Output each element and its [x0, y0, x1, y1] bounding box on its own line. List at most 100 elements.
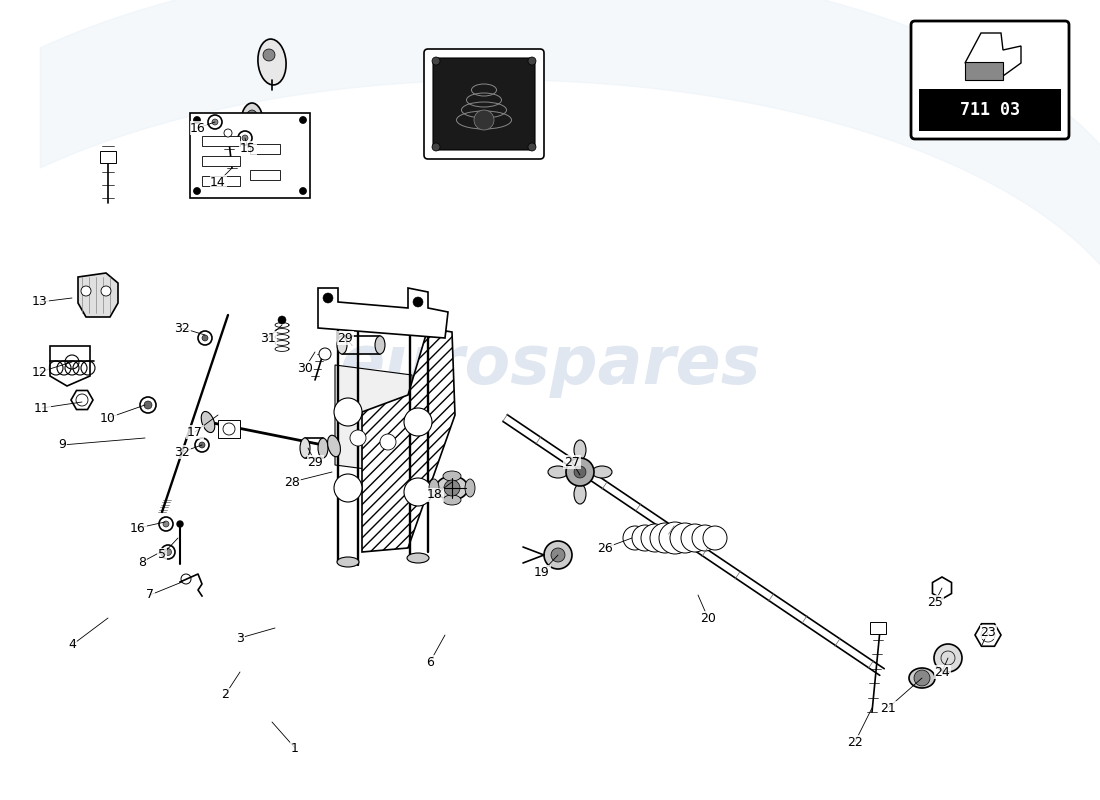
Circle shape: [140, 397, 156, 413]
Circle shape: [81, 286, 91, 296]
Polygon shape: [362, 328, 455, 552]
Circle shape: [278, 316, 286, 324]
Text: 27: 27: [564, 455, 580, 469]
Bar: [202, 156, 240, 166]
Circle shape: [334, 474, 362, 502]
Circle shape: [199, 442, 205, 448]
Bar: [100, 151, 116, 163]
Ellipse shape: [443, 471, 461, 481]
Circle shape: [212, 119, 218, 125]
Polygon shape: [336, 365, 412, 475]
Circle shape: [202, 335, 208, 341]
Circle shape: [566, 458, 594, 486]
Ellipse shape: [375, 336, 385, 354]
Ellipse shape: [257, 39, 286, 85]
Circle shape: [444, 480, 460, 496]
Ellipse shape: [241, 103, 263, 141]
Ellipse shape: [337, 336, 346, 354]
Bar: [965, 62, 1003, 80]
Ellipse shape: [429, 479, 439, 497]
Bar: [218, 420, 240, 438]
Text: 8: 8: [138, 555, 146, 569]
Circle shape: [161, 545, 175, 559]
Circle shape: [528, 143, 536, 151]
Circle shape: [650, 523, 680, 553]
Circle shape: [208, 115, 222, 129]
Text: 32: 32: [174, 446, 190, 458]
Text: 11: 11: [34, 402, 50, 414]
Polygon shape: [933, 577, 952, 599]
Polygon shape: [965, 33, 1021, 76]
Circle shape: [177, 521, 183, 527]
Ellipse shape: [574, 440, 586, 460]
Text: 5: 5: [158, 549, 166, 562]
Circle shape: [299, 187, 307, 194]
Circle shape: [299, 117, 307, 123]
Circle shape: [194, 117, 200, 123]
Text: 3: 3: [236, 631, 244, 645]
Circle shape: [551, 548, 565, 562]
Circle shape: [238, 131, 252, 145]
Circle shape: [263, 49, 275, 61]
Circle shape: [242, 135, 248, 141]
Text: 32: 32: [174, 322, 190, 334]
Bar: [202, 176, 240, 186]
Text: 18: 18: [427, 489, 443, 502]
Text: 21: 21: [880, 702, 895, 714]
Polygon shape: [78, 273, 118, 317]
Text: 12: 12: [32, 366, 48, 378]
Ellipse shape: [318, 438, 328, 458]
Ellipse shape: [909, 668, 935, 688]
Circle shape: [574, 466, 586, 478]
Circle shape: [914, 670, 929, 686]
Bar: [918, 90, 1062, 131]
Circle shape: [632, 525, 658, 551]
Polygon shape: [50, 346, 90, 386]
Text: 7: 7: [146, 589, 154, 602]
Text: 16: 16: [190, 122, 206, 134]
Ellipse shape: [337, 557, 359, 567]
Text: 9: 9: [58, 438, 66, 451]
Bar: [250, 144, 280, 154]
Text: 17: 17: [187, 426, 202, 438]
Ellipse shape: [201, 411, 214, 433]
Polygon shape: [975, 624, 1001, 646]
Circle shape: [432, 143, 440, 151]
Text: 29: 29: [307, 455, 323, 469]
Text: 25: 25: [927, 595, 943, 609]
Circle shape: [528, 57, 536, 65]
Circle shape: [544, 541, 572, 569]
FancyBboxPatch shape: [433, 58, 535, 150]
Ellipse shape: [465, 479, 475, 497]
Circle shape: [670, 523, 700, 553]
Text: 711 03: 711 03: [960, 101, 1020, 119]
Text: 13: 13: [32, 295, 48, 309]
Bar: [250, 170, 280, 180]
Text: 29: 29: [337, 331, 353, 345]
Circle shape: [623, 526, 647, 550]
Text: 6: 6: [426, 655, 433, 669]
Circle shape: [101, 286, 111, 296]
Ellipse shape: [574, 484, 586, 504]
Circle shape: [641, 524, 669, 552]
Circle shape: [165, 549, 172, 555]
Bar: [870, 622, 886, 634]
Text: 28: 28: [284, 475, 300, 489]
Text: 16: 16: [130, 522, 146, 534]
Circle shape: [319, 348, 331, 360]
Text: 22: 22: [847, 735, 862, 749]
Circle shape: [144, 401, 152, 409]
Circle shape: [334, 398, 362, 426]
Polygon shape: [72, 390, 94, 410]
Ellipse shape: [592, 466, 612, 478]
Bar: [190, 113, 310, 198]
Ellipse shape: [245, 110, 258, 134]
Ellipse shape: [328, 435, 341, 457]
Circle shape: [703, 526, 727, 550]
Text: 30: 30: [297, 362, 312, 374]
Circle shape: [224, 129, 232, 137]
Circle shape: [659, 522, 691, 554]
Circle shape: [681, 524, 710, 552]
Bar: [202, 136, 240, 146]
Circle shape: [194, 187, 200, 194]
